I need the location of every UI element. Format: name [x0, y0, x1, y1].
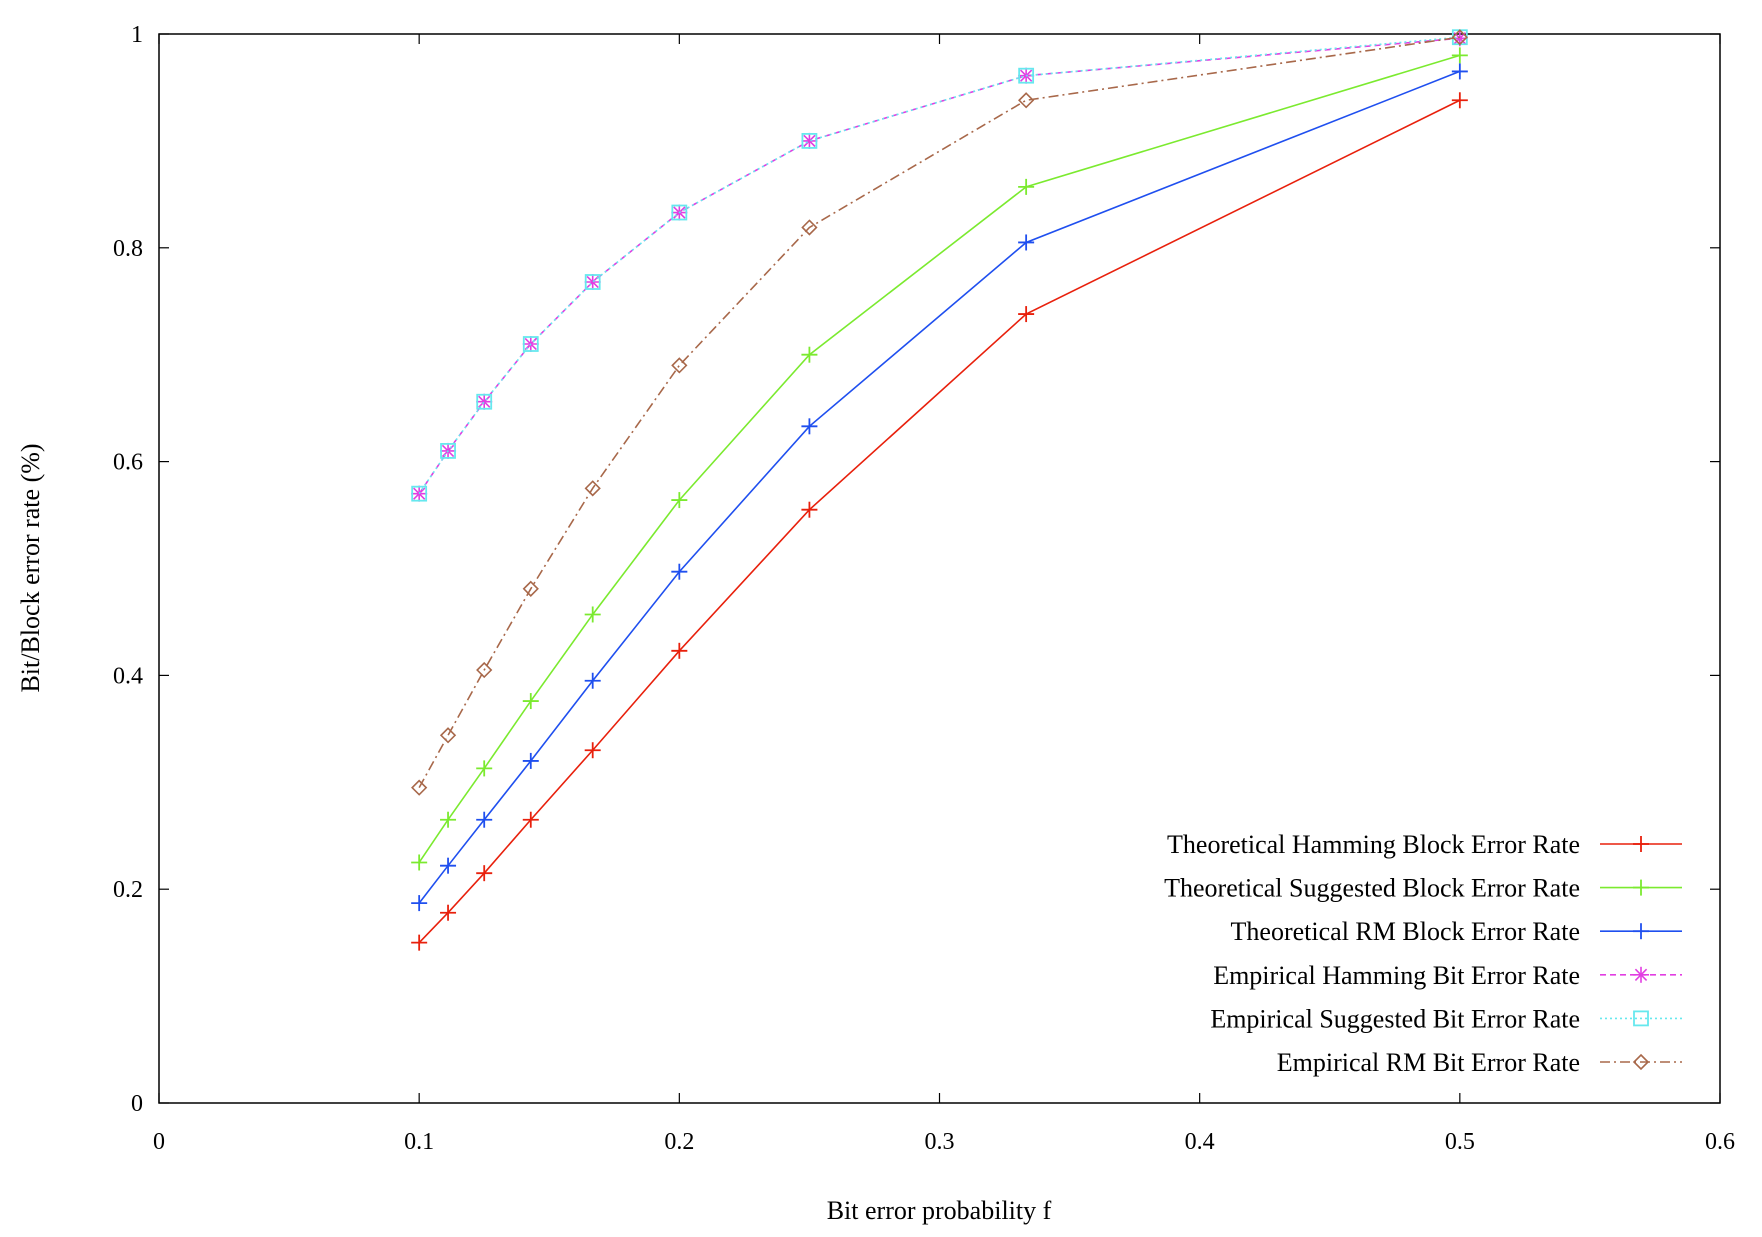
data-point	[584, 274, 601, 291]
data-point	[411, 854, 428, 871]
data-point	[1018, 67, 1035, 84]
data-point	[671, 357, 688, 374]
data-point	[584, 606, 601, 623]
series-line	[418, 70, 1461, 904]
x-axis-label: Bit error probability f	[827, 1196, 1052, 1225]
data-point	[801, 219, 818, 236]
y-tick-label: 0.8	[113, 236, 143, 262]
data-point	[411, 934, 428, 951]
legend-label: Theoretical Suggested Block Error Rate	[1164, 874, 1580, 903]
data-point	[671, 642, 688, 659]
legend-item: Theoretical Suggested Block Error Rate	[1164, 874, 1682, 903]
legend-label: Theoretical RM Block Error Rate	[1231, 917, 1580, 946]
data-point	[439, 727, 457, 744]
series-line	[418, 36, 1460, 789]
data-point	[522, 811, 539, 828]
legend-label: Empirical Suggested Bit Error Rate	[1210, 1004, 1580, 1033]
x-tick-label: 0.5	[1445, 1129, 1475, 1155]
y-tick-label: 0.4	[113, 663, 143, 689]
y-axis-label: Bit/Block error rate (%)	[16, 443, 45, 692]
data-point	[440, 811, 457, 828]
data-point	[1018, 306, 1035, 323]
legend-marker	[1633, 966, 1649, 983]
data-point	[584, 742, 601, 759]
data-point	[522, 580, 539, 597]
data-point	[411, 895, 428, 912]
data-point	[440, 904, 457, 921]
axis-ticks: 0 0.1 0.2 0.3 0.4 0.5 0.6 0 0.2 0.4 0.6 0.8 1	[113, 22, 1735, 1155]
data-point	[476, 760, 493, 777]
data-point	[440, 443, 456, 459]
series-line	[418, 37, 1460, 495]
data-point	[671, 563, 688, 580]
x-tick-label: 0.6	[1705, 1129, 1735, 1155]
legend-marker	[1633, 836, 1649, 852]
series-layer	[411, 29, 1468, 951]
legend-item: Empirical RM Bit Error Rate	[1277, 1048, 1682, 1077]
legend-item: Empirical Hamming Bit Error Rate	[1213, 961, 1682, 990]
series-line	[418, 36, 1460, 495]
data-point	[476, 661, 493, 679]
x-tick-label: 0.3	[925, 1129, 955, 1155]
y-tick-label: 0	[131, 1091, 143, 1117]
data-point	[476, 393, 493, 410]
x-tick-label: 0.1	[404, 1129, 434, 1155]
data-point	[801, 132, 818, 149]
y-tick-label: 0.6	[113, 450, 143, 476]
y-tick-label: 1	[131, 22, 143, 48]
data-point	[801, 418, 818, 435]
series-3	[411, 63, 1468, 912]
data-point	[476, 811, 493, 828]
x-tick-label: 0.4	[1185, 1129, 1215, 1155]
data-point	[1018, 178, 1035, 195]
data-point	[522, 752, 539, 769]
legend-marker	[1633, 1010, 1649, 1027]
data-point	[801, 501, 818, 518]
data-point	[801, 132, 818, 149]
data-point	[671, 204, 688, 221]
legend-marker	[1633, 923, 1649, 940]
data-point	[1451, 63, 1468, 80]
data-point	[522, 336, 539, 352]
x-tick-label: 0	[153, 1129, 165, 1155]
x-tick-label: 0.2	[664, 1129, 694, 1155]
data-point	[801, 346, 818, 363]
data-point	[584, 274, 601, 290]
data-point	[1018, 234, 1035, 251]
data-point	[1451, 47, 1468, 64]
series-2	[411, 47, 1468, 871]
legend: Theoretical Hamming Block Error Rate Theo…	[1164, 830, 1682, 1077]
data-point	[411, 485, 428, 502]
legend-item: Theoretical RM Block Error Rate	[1231, 917, 1682, 946]
data-point	[476, 393, 493, 410]
legend-item: Empirical Suggested Bit Error Rate	[1210, 1004, 1682, 1033]
data-point	[440, 857, 457, 874]
data-point	[1451, 92, 1468, 109]
data-point	[476, 865, 493, 882]
data-point	[584, 480, 601, 497]
legend-item: Theoretical Hamming Block Error Rate	[1167, 830, 1682, 859]
data-point	[411, 779, 428, 796]
legend-marker	[1632, 1053, 1650, 1071]
data-point	[584, 672, 601, 689]
y-tick-label: 0.2	[113, 877, 143, 903]
data-point	[1018, 92, 1035, 109]
legend-label: Empirical Hamming Bit Error Rate	[1213, 961, 1580, 990]
data-point	[1451, 29, 1468, 46]
legend-label: Empirical RM Bit Error Rate	[1277, 1048, 1580, 1077]
data-point	[522, 693, 539, 710]
data-point	[671, 492, 688, 509]
legend-label: Theoretical Hamming Block Error Rate	[1167, 830, 1580, 859]
series-1	[411, 92, 1468, 951]
legend-marker	[1633, 879, 1649, 896]
series-6	[411, 29, 1468, 796]
series-line	[418, 99, 1461, 944]
